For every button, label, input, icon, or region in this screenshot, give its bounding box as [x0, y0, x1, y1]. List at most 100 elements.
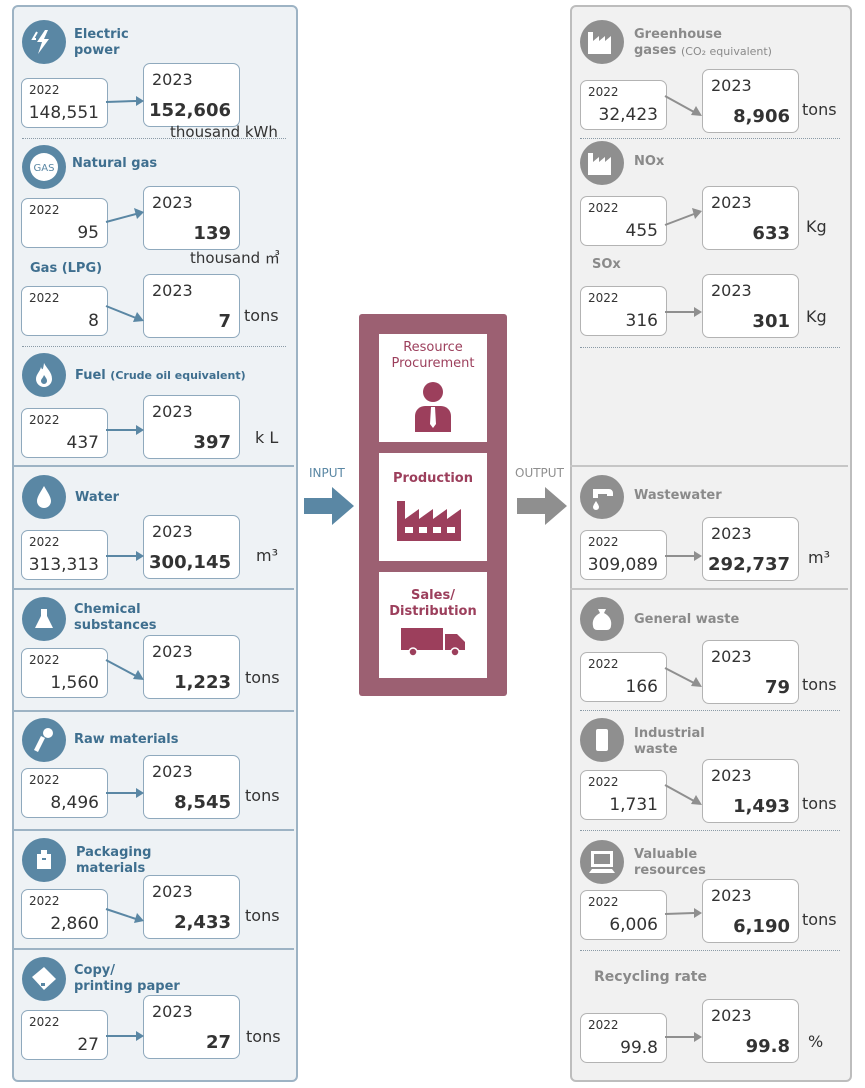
year-label: 2023: [152, 1002, 193, 1021]
paper-icon: [22, 957, 66, 1001]
input-arrows: [105, 96, 144, 1041]
water-2022-box: 2022 313,313: [21, 530, 108, 580]
package-icon: [22, 838, 66, 882]
year-label: 2023: [711, 1006, 752, 1025]
year-label: 2022: [29, 535, 60, 549]
indwaste-title: Industrial waste: [634, 726, 705, 757]
gas-icon: GAS: [22, 145, 66, 189]
indwaste-2022-box: 2022 1,731: [580, 770, 667, 820]
value-2022: 2,860: [50, 914, 99, 934]
genwaste-2022-box: 2022 166: [580, 652, 667, 702]
ghg-title: Greenhouse gases: [634, 27, 722, 59]
truck-icon: [401, 628, 465, 657]
drum-icon: [580, 718, 624, 762]
ghg-title-text: Greenhouse gases: [634, 27, 722, 58]
pack-2023-box: 2023 2,433: [143, 875, 240, 939]
trash-bag-icon: [580, 597, 624, 641]
value-2023: 8,906: [733, 106, 790, 127]
genwaste-title: General waste: [634, 612, 740, 627]
year-label: 2022: [29, 653, 60, 667]
fuel-unit: k L: [255, 428, 279, 447]
year-label: 2022: [588, 895, 619, 909]
year-label: 2022: [29, 203, 60, 217]
lpg-2023-box: 2023 7: [143, 274, 240, 338]
lpg-2022-box: 2022 8: [21, 286, 108, 336]
stage-sales: Sales/ Distribution: [379, 572, 487, 678]
stage-label: Sales/ Distribution: [389, 588, 477, 619]
raw-materials-icon: [22, 718, 66, 762]
fuel-2023-box: 2023 397: [143, 395, 240, 459]
value-2023: 1,223: [174, 672, 231, 693]
genwaste-2023-box: 2023 79: [702, 640, 799, 704]
flask-icon: [22, 597, 66, 641]
paper-2023-box: 2023 27: [143, 995, 240, 1059]
water-2023-box: 2023 300,145: [143, 515, 240, 579]
value-2022: 437: [66, 433, 99, 453]
input-label: INPUT: [309, 466, 345, 480]
recycle-unit: %: [808, 1032, 824, 1051]
paper-2022-box: 2022 27: [21, 1010, 108, 1060]
wastewater-2023-box: 2023 292,737: [702, 517, 799, 581]
computer-icon: [580, 840, 624, 884]
year-label: 2023: [152, 70, 193, 89]
pack-2022-box: 2022 2,860: [21, 889, 108, 939]
pack-title: Packaging materials: [76, 845, 152, 876]
year-label: 2022: [588, 291, 619, 305]
ghg-subtitle: (CO₂ equivalent): [681, 45, 772, 58]
year-label: 2022: [588, 775, 619, 789]
valuable-unit: tons: [802, 910, 837, 929]
paper-unit: tons: [246, 1027, 281, 1046]
electric-title: Electric power: [74, 27, 129, 58]
water-title: Water: [75, 490, 120, 505]
natgas-2023-box: 2023 139: [143, 186, 240, 250]
raw-2023-box: 2023 8,545: [143, 755, 240, 819]
flame-icon: [22, 353, 66, 397]
person-icon: [415, 382, 451, 432]
value-2023: 2,433: [174, 912, 231, 933]
year-label: 2022: [588, 201, 619, 215]
valuable-2023-box: 2023 6,190: [702, 879, 799, 943]
value-2023: 292,737: [708, 554, 790, 575]
factory-icon: [580, 20, 624, 64]
ghg-unit: tons: [802, 100, 837, 119]
ghg-2022-box: 2022 32,423: [580, 80, 667, 130]
wastewater-unit: m³: [808, 548, 830, 567]
year-label: 2023: [152, 402, 193, 421]
value-2022: 313,313: [28, 555, 99, 575]
faucet-icon: [580, 475, 624, 519]
year-label: 2023: [152, 642, 193, 661]
year-label: 2022: [29, 894, 60, 908]
fuel-title: Fuel (Crude oil equivalent): [75, 368, 246, 384]
indwaste-unit: tons: [802, 794, 837, 813]
electric-2023-box: 2023 152,606: [143, 63, 240, 127]
input-arrow-icon: [304, 487, 354, 525]
value-2022: 95: [77, 223, 99, 243]
indwaste-2023-box: 2023 1,493: [702, 759, 799, 823]
output-arrow-icon: [517, 487, 567, 525]
ghg-2023-box: 2023 8,906: [702, 69, 799, 133]
fuel-title-text: Fuel: [75, 368, 106, 383]
value-2023: 301: [752, 311, 790, 332]
paper-title: Copy/ printing paper: [74, 963, 180, 994]
value-2022: 1,731: [609, 795, 658, 815]
value-2022: 148,551: [28, 103, 99, 123]
value-2023: 8,545: [174, 792, 231, 813]
chem-2023-box: 2023 1,223: [143, 635, 240, 699]
stage-label: Production: [393, 471, 473, 486]
wastewater-2022-box: 2022 309,089: [580, 530, 667, 580]
chem-2022-box: 2022 1,560: [21, 648, 108, 698]
value-2022: 166: [625, 677, 658, 697]
factory-icon: [397, 501, 461, 541]
value-2023: 7: [218, 311, 231, 332]
natgas-unit: thousand ㎥: [190, 249, 280, 267]
year-label: 2023: [711, 766, 752, 785]
natgas-2022-box: 2022 95: [21, 198, 108, 248]
year-label: 2023: [152, 193, 193, 212]
raw-2022-box: 2022 8,496: [21, 768, 108, 818]
valuable-2022-box: 2022 6,006: [580, 890, 667, 940]
electric-unit: thousand kWh: [170, 123, 278, 141]
year-label: 2022: [29, 773, 60, 787]
raw-title: Raw materials: [74, 732, 179, 747]
value-2023: 6,190: [733, 916, 790, 937]
year-label: 2023: [152, 522, 193, 541]
